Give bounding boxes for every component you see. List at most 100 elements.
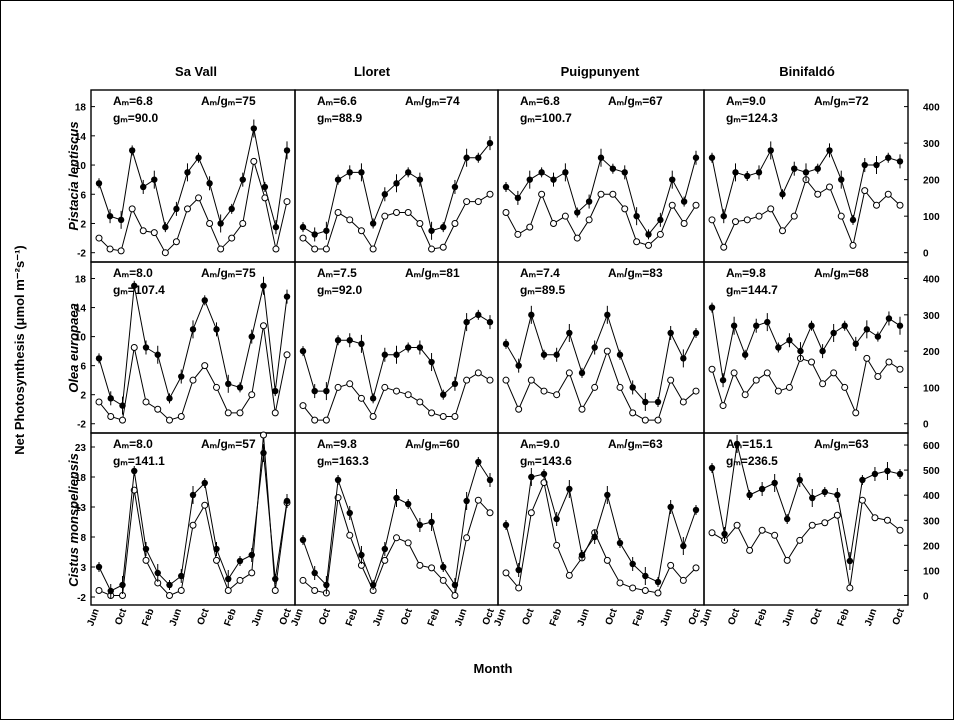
left-tick-label: 3 <box>80 563 86 574</box>
x-tick-label: Feb <box>753 607 769 627</box>
photosynthesis-point <box>808 322 815 329</box>
x-tick-label: Feb <box>223 607 239 627</box>
photosynthesis-point <box>393 494 400 502</box>
conductance-point <box>172 238 180 246</box>
right-tick-label: 100 <box>923 212 940 223</box>
gm-annotation: gₘ=88.9 <box>317 111 362 125</box>
photosynthesis-point <box>248 333 255 340</box>
photosynthesis-point <box>299 536 307 544</box>
conductance-point <box>808 358 816 366</box>
gm-annotation: gₘ=92.0 <box>317 283 362 297</box>
conductance-point <box>629 584 637 592</box>
conductance-point <box>486 376 494 384</box>
conductance-point <box>250 157 258 165</box>
photosynthesis-point <box>451 183 459 191</box>
conductance-point <box>863 354 871 362</box>
conductance-point <box>553 391 561 399</box>
conductance-point <box>720 243 728 251</box>
photosynthesis-point <box>885 154 892 161</box>
conductance-point <box>679 576 687 584</box>
conductance-point <box>439 243 447 251</box>
photosynthesis-point <box>206 180 213 187</box>
species-label: Pistacia lentiscus <box>66 121 81 230</box>
left-tick-label: 10 <box>75 333 87 344</box>
photosynthesis-point <box>283 293 291 300</box>
x-tick-label: Jun <box>863 607 879 627</box>
conductance-point <box>224 409 232 417</box>
photosynthesis-series-line <box>98 285 288 407</box>
conductance-point <box>311 245 319 253</box>
gm-annotation: gₘ=90.0 <box>113 111 158 125</box>
gm-annotation: gₘ=100.7 <box>520 111 572 125</box>
conductance-point <box>346 216 354 224</box>
photosynthesis-point <box>591 533 598 541</box>
conductance-point <box>561 212 569 220</box>
photosynthesis-point <box>404 500 412 508</box>
photosynthesis-point <box>95 180 103 187</box>
photosynthesis-point <box>486 318 494 326</box>
photosynthesis-point <box>228 205 235 213</box>
conductance-point <box>451 412 459 420</box>
photosynthesis-point <box>428 518 435 526</box>
photosynthesis-point <box>838 176 845 183</box>
photosynthesis-series-line <box>98 128 288 229</box>
photosynthesis-point <box>119 402 126 409</box>
photosynthesis-point <box>117 216 125 224</box>
right-tick-label: 200 <box>923 541 940 552</box>
photosynthesis-point <box>826 147 833 154</box>
photosynthesis-point <box>369 581 377 589</box>
photosynthesis-point <box>578 551 586 559</box>
photosynthesis-point <box>381 545 389 553</box>
conductance-series-line <box>505 192 697 246</box>
photosynthesis-point <box>755 169 763 176</box>
x-tick-label: Feb <box>426 607 442 627</box>
conductance-point <box>393 209 400 217</box>
photosynthesis-point <box>553 351 560 358</box>
photosynthesis-point <box>261 183 269 191</box>
photosynthesis-point <box>744 172 751 180</box>
conductance-point <box>393 387 400 395</box>
photosynthesis-point <box>166 581 173 589</box>
photosynthesis-point <box>189 326 197 333</box>
photosynthesis-point <box>528 473 535 481</box>
conductance-point <box>502 209 510 217</box>
x-tick-label: Jun <box>659 607 675 627</box>
photosynthesis-point <box>550 176 557 183</box>
ratio-annotation: Aₘ/gₘ=57 <box>201 437 256 451</box>
conductance-point <box>837 212 845 220</box>
conductance-point <box>322 416 330 424</box>
species-label: Cistus monspeliensis <box>66 453 81 587</box>
left-tick-label: 14 <box>75 132 87 143</box>
conductance-point <box>381 556 389 564</box>
photosynthesis-point <box>154 351 161 358</box>
conductance-point <box>416 219 424 227</box>
conductance-point <box>142 398 150 406</box>
photosynthesis-series-line <box>505 312 697 403</box>
conductance-point <box>439 576 447 584</box>
photosynthesis-point <box>841 322 848 329</box>
x-tick-label: Jun <box>453 607 469 627</box>
conductance-point <box>224 586 232 594</box>
am-annotation: Aₘ=6.8 <box>520 94 560 108</box>
am-annotation: Aₘ=8.0 <box>113 437 153 451</box>
conductance-point <box>616 579 624 587</box>
conductance-point <box>814 190 822 198</box>
photosynthesis-point <box>721 530 728 538</box>
photosynthesis-point <box>142 344 150 351</box>
conductance-point <box>95 586 103 594</box>
conductance-point <box>334 209 342 217</box>
conductance-point <box>641 586 649 594</box>
photosynthesis-point <box>142 545 150 553</box>
conductance-point <box>161 249 169 257</box>
conductance-point <box>248 569 256 577</box>
right-tick-label: 0 <box>923 249 929 260</box>
am-annotation: Aₘ=8.0 <box>113 266 153 280</box>
photosynthesis-point <box>311 387 318 395</box>
conductance-series-line <box>505 349 697 421</box>
photosynthesis-point <box>463 318 470 326</box>
conductance-point <box>841 383 849 391</box>
photosynthesis-point <box>604 311 611 319</box>
photosynthesis-point <box>692 506 700 514</box>
conductance-point <box>119 416 126 424</box>
right-tick-label: 100 <box>923 566 940 577</box>
